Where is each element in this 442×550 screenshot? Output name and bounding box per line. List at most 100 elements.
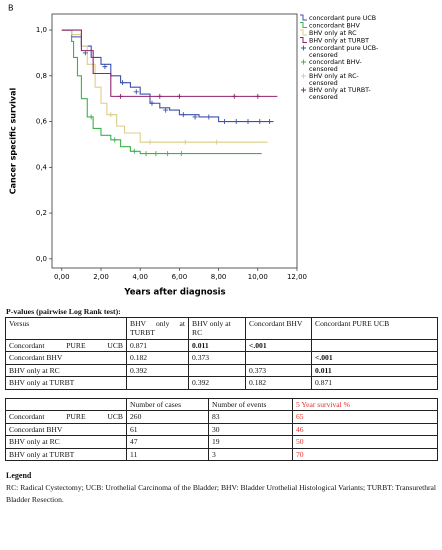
y-tick-label: 0,6 <box>36 118 48 126</box>
censor-mark <box>149 100 155 106</box>
legend-label: BHV only at TURBT-censored <box>309 87 371 101</box>
censor-mark <box>221 119 227 125</box>
table-cell: BHV only at TURBT <box>5 376 127 390</box>
table-row: Number of cases Number of events 5 Year su… <box>5 397 438 412</box>
table-cell: 47 <box>126 435 209 449</box>
table-cell: Concordant PURE UCB <box>5 338 127 353</box>
x-tick-label: 10,00 <box>248 273 268 281</box>
table-cell: 70 <box>292 447 438 462</box>
table-cell: BHV only at RC <box>5 435 127 449</box>
survival-table: Number of cases Number of events 5 Year su… <box>5 397 438 462</box>
table-cell: Concordant BHV <box>245 317 312 340</box>
table-cell: 46 <box>292 422 438 437</box>
table-cell: Versus <box>5 317 127 340</box>
table-cell <box>188 363 246 378</box>
censor-mark <box>147 139 153 145</box>
censor-mark <box>88 114 94 120</box>
table-cell: 61 <box>126 422 209 437</box>
table-cell: 11 <box>126 447 209 462</box>
legend-label: BHV only at TURBT <box>309 38 369 45</box>
table-cell: 65 <box>292 410 438 424</box>
legend-swatch <box>301 87 306 93</box>
legend-swatch <box>300 14 307 21</box>
table-row: Concordant BHV 61 30 46 <box>5 422 438 437</box>
x-tick-label: 6,00 <box>172 273 188 281</box>
censor-mark <box>165 151 171 157</box>
survival-curve <box>61 29 274 123</box>
censor-mark <box>192 114 198 120</box>
table-cell: Concordant PURE UCB <box>5 410 127 424</box>
table-cell: BHV only at RC <box>188 317 246 340</box>
censor-mark <box>245 119 251 125</box>
y-tick-label: 0,0 <box>36 255 47 263</box>
censor-mark <box>131 148 137 154</box>
table-cell: 0.871 <box>126 338 189 353</box>
table-cell: 260 <box>126 410 209 424</box>
table-cell: 0.011 <box>311 363 438 378</box>
table-cell: 0.392 <box>126 363 189 378</box>
censor-mark <box>233 119 239 125</box>
table-cell: Number of cases <box>126 397 209 412</box>
censor-mark <box>206 114 212 120</box>
table-cell: 0.373 <box>188 351 246 365</box>
panel-label: B <box>8 4 14 13</box>
plot-frame <box>51 13 298 269</box>
table-cell: Concordant PURE UCB <box>311 317 438 340</box>
legend-heading: Legend <box>6 471 32 480</box>
table-row: Concordant PURE UCB 0.871 0.011 <.001 <box>5 338 438 353</box>
censor-mark <box>267 119 273 125</box>
table-cell <box>245 351 312 365</box>
table-cell: BHV only at TURBT <box>5 447 127 462</box>
table-cell: 30 <box>208 422 293 437</box>
censor-mark <box>108 112 114 118</box>
censor-mark <box>120 80 126 86</box>
censor-mark <box>182 139 188 145</box>
censor-mark <box>157 93 163 99</box>
legend-swatch <box>301 73 306 79</box>
legend-label: BHV only at RC <box>309 30 357 37</box>
legend-label: concordant BHV <box>309 23 360 30</box>
table-cell: 0.871 <box>311 376 438 390</box>
table-row: BHV only at TURBT 0.392 0.182 0.871 <box>5 376 438 390</box>
y-tick-label: 1,0 <box>36 26 47 34</box>
x-tick-label: 12,00 <box>287 273 307 281</box>
table-cell: Concordant BHV <box>5 351 127 365</box>
censor-mark <box>102 64 108 70</box>
censor-mark <box>176 93 182 99</box>
legend-swatch <box>301 59 306 65</box>
y-tick-label: 0,2 <box>36 209 47 217</box>
pvalue-title: P-values (pairwise Log Rank test): <box>6 307 121 316</box>
table-cell: 0.392 <box>188 376 246 390</box>
table-cell: 19 <box>208 435 293 449</box>
y-tick-label: 0,4 <box>36 163 48 171</box>
legend-label: BHV only at RC-censored <box>309 73 359 87</box>
table-cell: <.001 <box>311 351 438 365</box>
legend-text: RC: Radical Cystectomy; UCB: Urothelial … <box>6 483 436 504</box>
table-cell: Concordant BHV <box>5 422 127 437</box>
x-tick-label: 2,00 <box>93 273 109 281</box>
x-axis-label: Years after diagnosis <box>123 288 225 298</box>
table-cell <box>311 338 438 353</box>
x-tick-label: 4,00 <box>132 273 148 281</box>
censor-mark <box>118 93 124 99</box>
censor-mark <box>163 107 169 113</box>
chart: B Cancer specific survival Years after d… <box>8 4 378 298</box>
censor-mark <box>231 93 237 99</box>
table-row: BHV only at RC 0.392 0.373 0.011 <box>5 363 438 378</box>
y-tick-label: 0,8 <box>36 72 47 80</box>
table-cell: 0.373 <box>245 363 312 378</box>
survival-curve <box>61 29 262 155</box>
table-cell: BHV only at TURBT <box>126 317 189 340</box>
table-cell <box>126 376 189 390</box>
legend-label: concordant pure UCB-censored <box>309 45 378 59</box>
legend-swatch <box>300 22 307 28</box>
x-tick-label: 8,00 <box>211 273 227 281</box>
x-tick-label: 0,00 <box>54 273 70 281</box>
pvalue-table: Versus BHV only at TURBT BHV only at RC Con… <box>5 317 438 390</box>
censor-mark <box>133 89 139 95</box>
table-cell: 0.182 <box>245 376 312 390</box>
table-row: Concordant PURE UCB 260 83 65 <box>5 410 438 424</box>
table-cell: 0.011 <box>188 338 246 353</box>
table-row: BHV only at RC 47 19 50 <box>5 435 438 449</box>
